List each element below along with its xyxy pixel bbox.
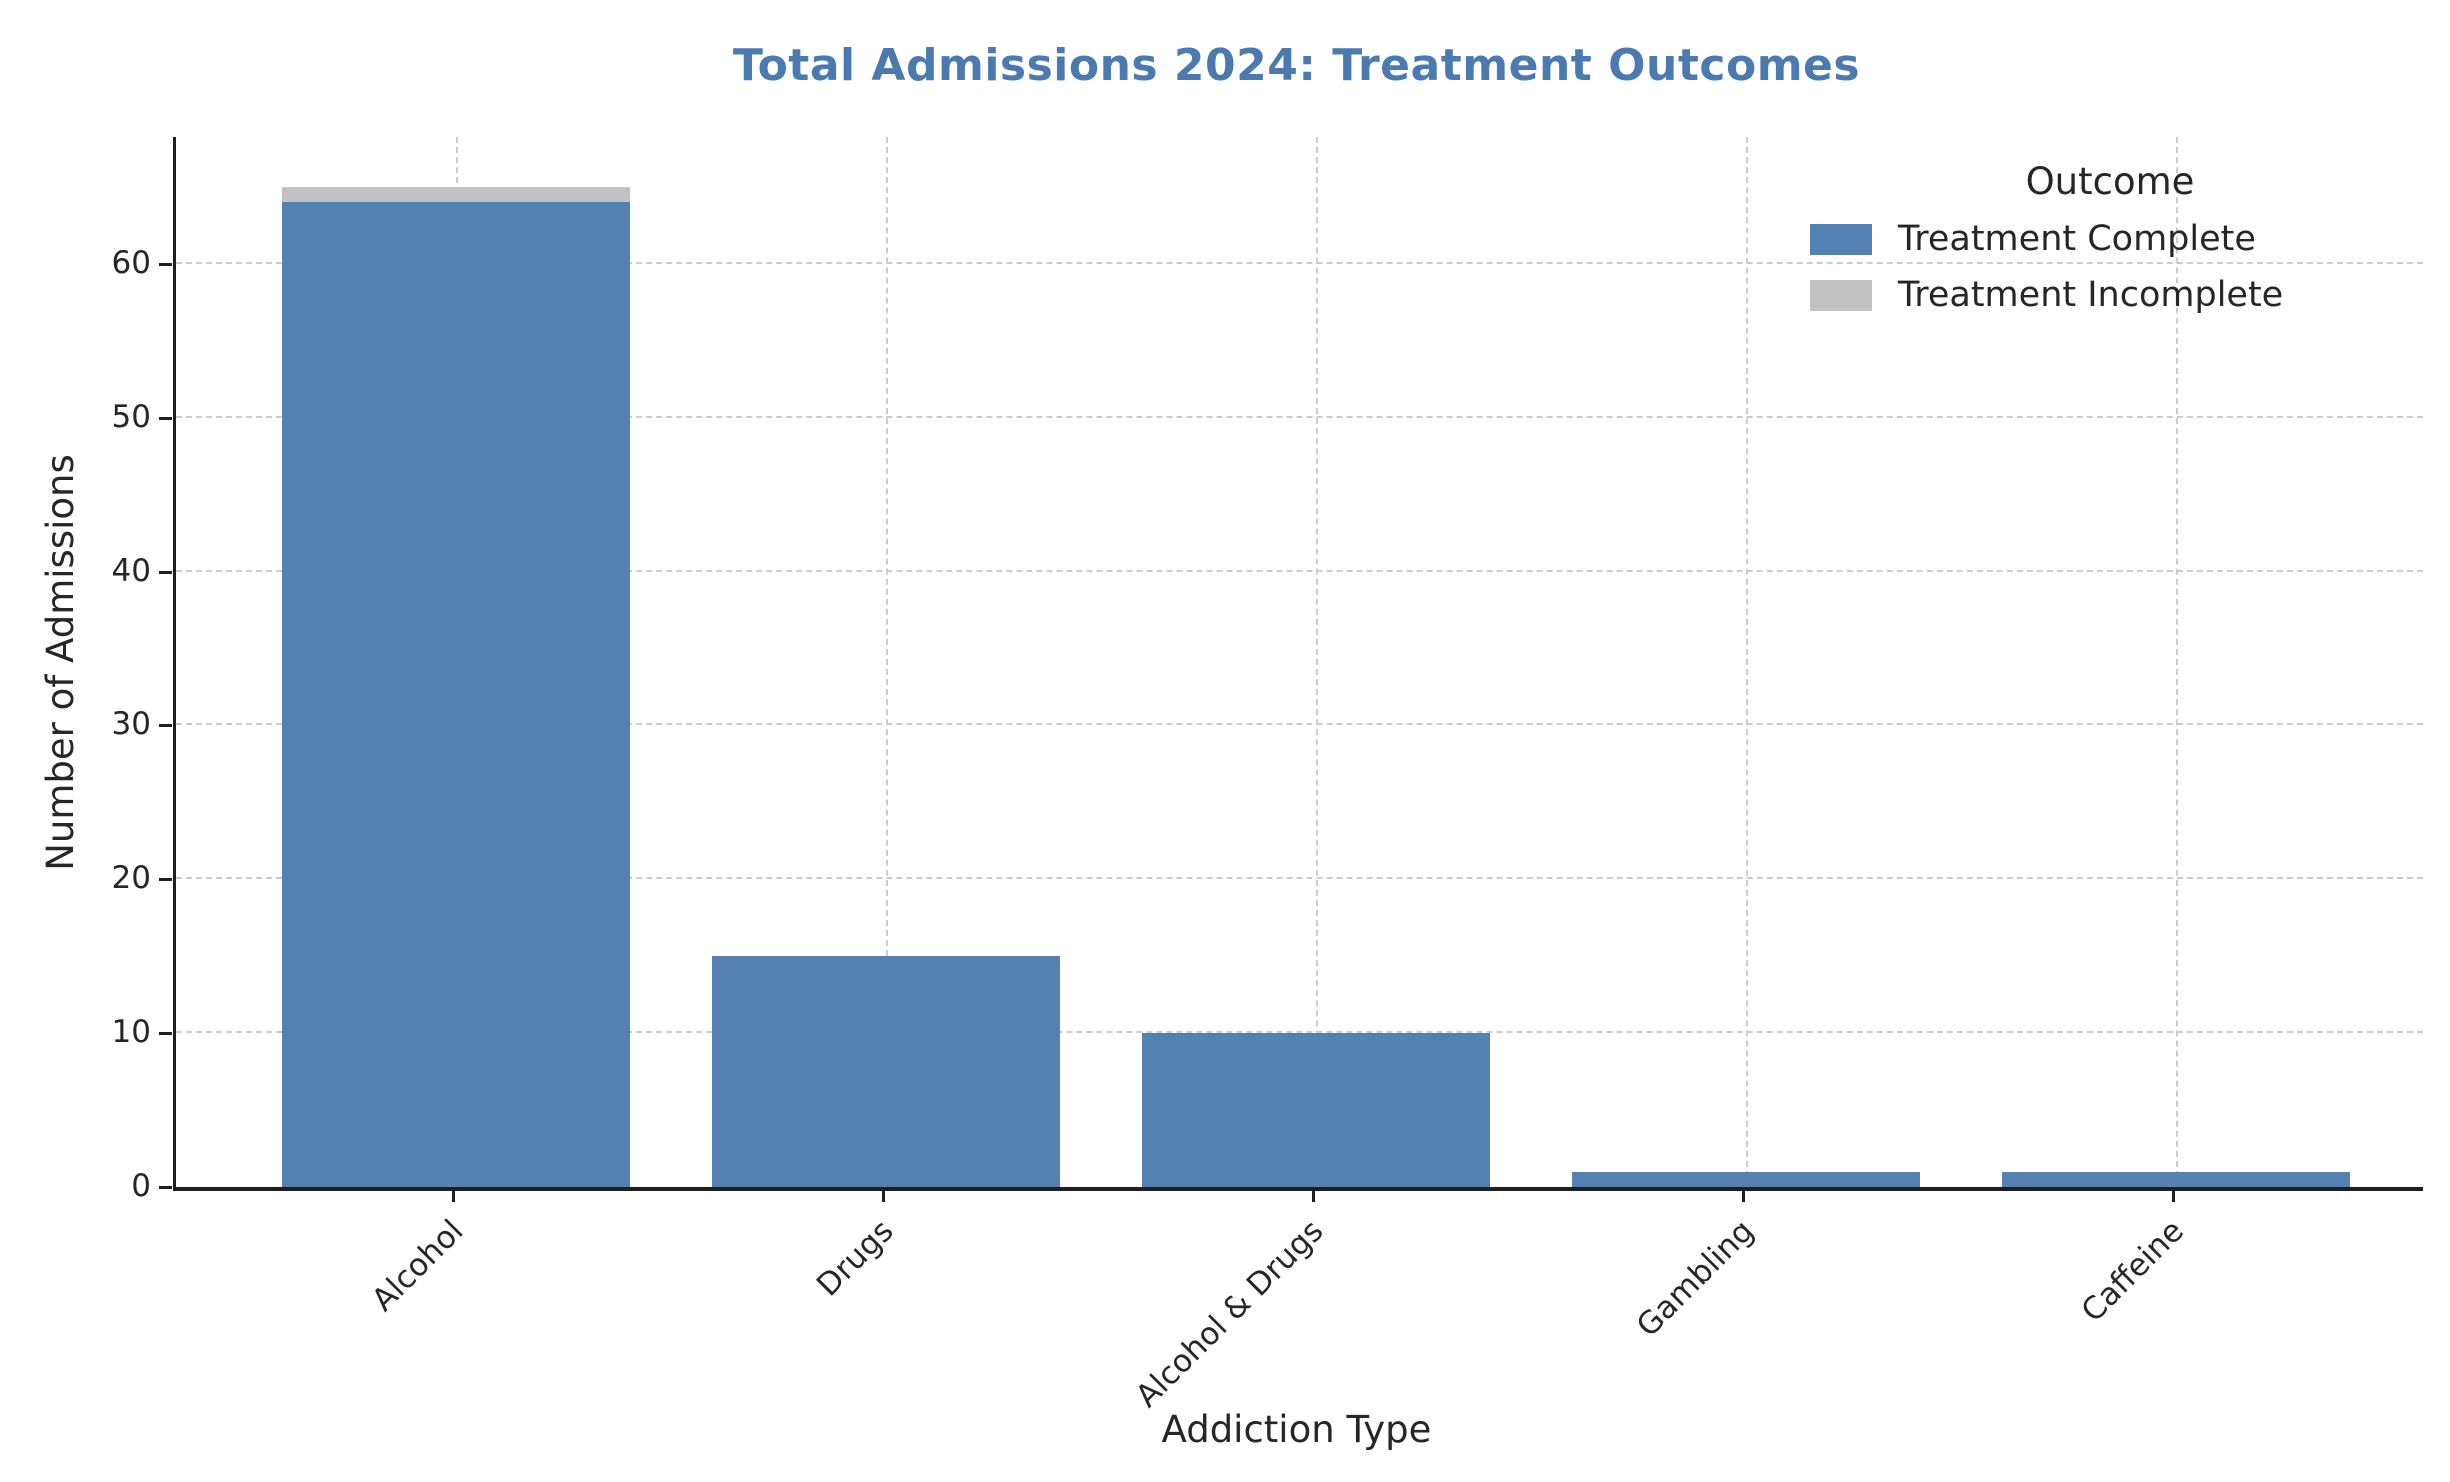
y-tick-mark-10: [159, 1032, 172, 1036]
gridline-vertical-1: [886, 137, 889, 1187]
legend: Outcome Treatment Complete Treatment Inc…: [1790, 160, 2430, 331]
bar-segment-complete-1: [712, 956, 1061, 1187]
y-tick-label-0: 0: [131, 1168, 151, 1204]
legend-label-incomplete: Treatment Incomplete: [1898, 275, 2284, 315]
gridline-vertical-2: [1316, 137, 1319, 1187]
bar-segment-complete-3: [1572, 1171, 1921, 1187]
gridline-horizontal-10: [176, 1031, 2423, 1034]
x-tick-mark-2: [1311, 1189, 1315, 1202]
gridline-horizontal-40: [176, 569, 2423, 572]
x-tick-label-4: Caffeine: [2074, 1213, 2191, 1330]
chart-title: Total Admissions 2024: Treatment Outcome…: [732, 40, 1861, 91]
x-tick-label-0: Alcohol: [365, 1213, 471, 1319]
gridline-vertical-4: [2176, 137, 2179, 1187]
legend-swatch-complete: [1810, 223, 1872, 255]
y-axis-label: Number of Admissions: [38, 453, 82, 871]
gridline-horizontal-50: [176, 415, 2423, 418]
gridline-horizontal-60: [176, 261, 2423, 264]
y-tick-mark-20: [159, 878, 172, 882]
gridline-vertical-3: [1746, 137, 1749, 1187]
legend-label-complete: Treatment Complete: [1898, 219, 2256, 259]
y-tick-label-10: 10: [111, 1014, 151, 1051]
y-tick-mark-30: [159, 724, 172, 728]
y-tick-mark-40: [159, 570, 172, 574]
legend-swatch-incomplete: [1810, 279, 1872, 311]
bar-segment-complete-2: [1142, 1033, 1491, 1187]
bar-segment-incomplete-0: [282, 187, 631, 203]
x-tick-mark-1: [881, 1189, 885, 1202]
legend-entry-complete: Treatment Complete: [1790, 219, 2430, 259]
x-tick-mark-0: [451, 1189, 455, 1202]
y-tick-label-30: 30: [111, 706, 151, 743]
x-tick-label-1: Drugs: [810, 1213, 901, 1304]
y-tick-label-60: 60: [111, 244, 151, 281]
bar-segment-complete-0: [282, 202, 631, 1187]
x-tick-label-3: Gambling: [1629, 1213, 1761, 1345]
gridline-horizontal-30: [176, 723, 2423, 726]
gridline-horizontal-20: [176, 877, 2423, 880]
plot-area: [173, 137, 2423, 1191]
legend-entry-incomplete: Treatment Incomplete: [1790, 275, 2430, 315]
y-tick-mark-0: [159, 1186, 172, 1189]
y-tick-label-40: 40: [111, 552, 151, 589]
x-tick-mark-4: [2171, 1189, 2175, 1202]
x-tick-label-2: Alcohol & Drugs: [1129, 1213, 1331, 1415]
y-tick-label-20: 20: [111, 860, 151, 897]
x-axis-label: Addiction Type: [1161, 1408, 1432, 1451]
y-tick-mark-60: [159, 262, 172, 266]
y-tick-label-50: 50: [111, 398, 151, 435]
bar-segment-complete-4: [2002, 1171, 2351, 1187]
x-tick-mark-3: [1741, 1189, 1745, 1202]
y-tick-mark-50: [159, 416, 172, 420]
legend-title: Outcome: [2025, 160, 2195, 203]
